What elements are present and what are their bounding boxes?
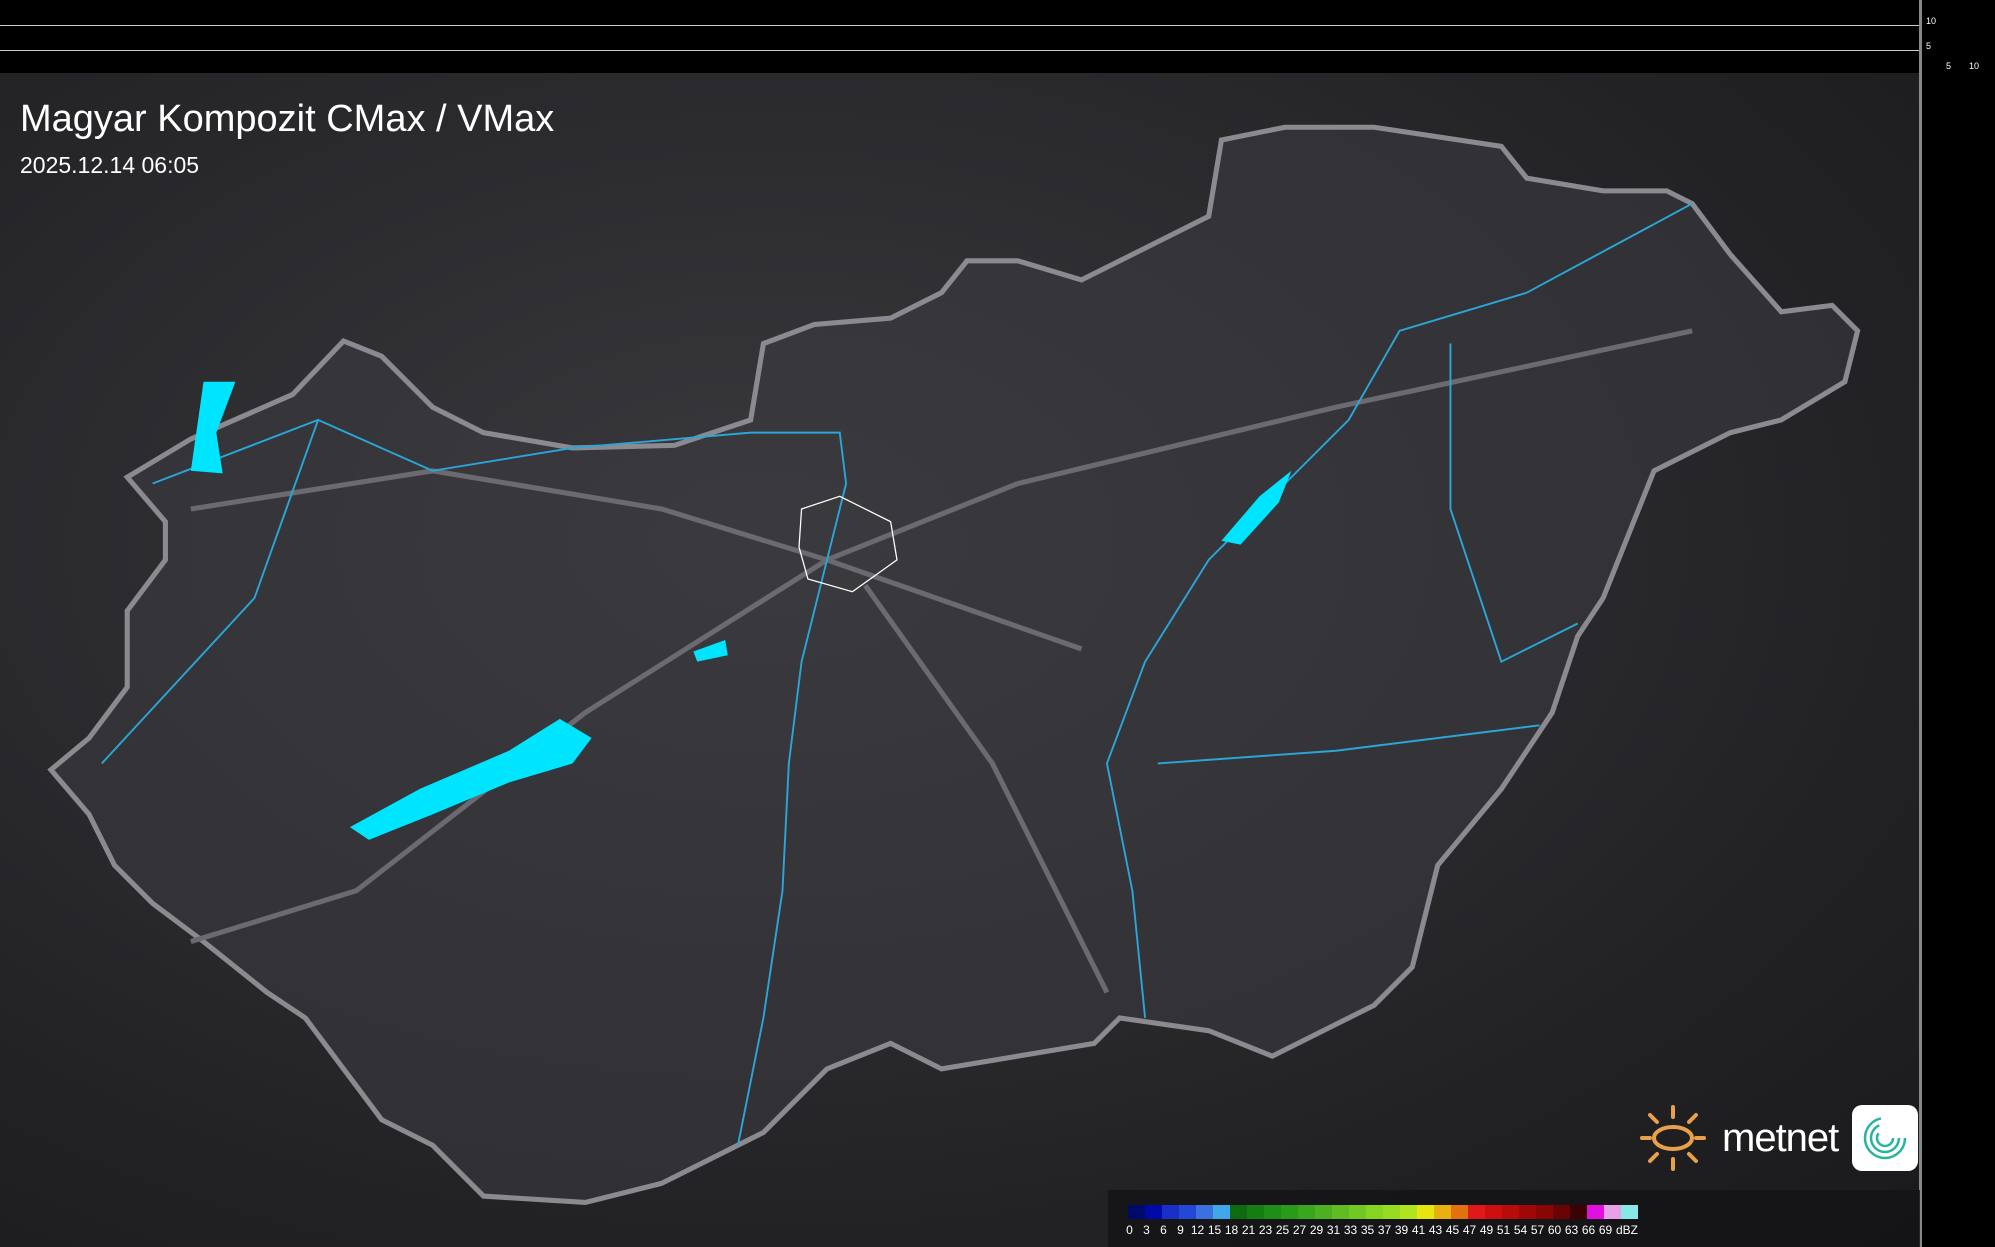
legend-swatch [1213, 1205, 1230, 1219]
legend-label: 0 [1126, 1223, 1133, 1237]
color-bar [1128, 1205, 1638, 1219]
map-timestamp: 2025.12.14 06:05 [20, 152, 200, 178]
legend-label: 43 [1428, 1223, 1443, 1237]
legend-label: 51 [1496, 1223, 1511, 1237]
legend-swatch [1400, 1205, 1417, 1219]
legend-swatch [1349, 1205, 1366, 1219]
legend-swatch [1281, 1205, 1298, 1219]
legend-label: 49 [1479, 1223, 1494, 1237]
legend-label: 41 [1411, 1223, 1426, 1237]
country-border [47, 124, 1861, 1206]
legend-label: 54 [1513, 1223, 1528, 1237]
legend-label: 69 [1598, 1223, 1613, 1237]
legend-swatch [1468, 1205, 1485, 1219]
legend-swatch [1128, 1205, 1145, 1219]
tick-label: 5 [1926, 41, 1932, 51]
tick-label: 10 [1926, 16, 1937, 26]
tisza-river [1105, 202, 1693, 1019]
legend-swatch [1553, 1205, 1570, 1219]
legend-label: 23 [1258, 1223, 1273, 1237]
legend-swatch [1485, 1205, 1502, 1219]
metnet-logo: metnet [1638, 1103, 1919, 1173]
tick-label: 10 [1969, 61, 1980, 71]
legend-label: 31 [1326, 1223, 1341, 1237]
lake-velence [693, 640, 728, 662]
lake-balaton [349, 718, 592, 840]
legend-label: 29 [1309, 1223, 1324, 1237]
legend-swatch [1502, 1205, 1519, 1219]
legend-label: 3 [1143, 1223, 1150, 1237]
sun-logo-icon [1640, 1105, 1706, 1171]
legend-swatch [1366, 1205, 1383, 1219]
legend-label: 63 [1564, 1223, 1579, 1237]
tick-label: 5 [1946, 61, 1952, 71]
dbz-color-legend: 0 3 6 9 12 15 18 21 23 25 27 29 31 33 35 37 39 41 43 45 47 49… [1108, 1190, 1920, 1247]
app-swirl-icon [1852, 1105, 1919, 1171]
map-title: Magyar Kompozit CMax / VMax [20, 98, 555, 140]
legend-swatch [1196, 1205, 1213, 1219]
legend-label: 60 [1547, 1223, 1562, 1237]
legend-label: 27 [1292, 1223, 1307, 1237]
legend-label: 9 [1177, 1223, 1184, 1237]
logo-text: metnet [1722, 1115, 1839, 1160]
scale-line-5 [0, 50, 1919, 51]
legend-label: 6 [1160, 1223, 1167, 1237]
legend-label: 33 [1343, 1223, 1358, 1237]
rivers [101, 202, 1693, 1146]
legend-swatch [1315, 1205, 1332, 1219]
right-scale-panel: 10 5 5 10 [1919, 0, 1995, 1247]
legend-label: 21 [1241, 1223, 1256, 1237]
legend-swatch [1570, 1205, 1587, 1219]
legend-label: 12 [1190, 1223, 1205, 1237]
legend-swatch [1247, 1205, 1264, 1219]
legend-swatch [1145, 1205, 1162, 1219]
legend-swatch [1179, 1205, 1196, 1219]
legend-unit: dBZ [1615, 1223, 1638, 1237]
legend-label: 25 [1275, 1223, 1290, 1237]
lake-ferto [190, 381, 236, 474]
legend-swatch [1298, 1205, 1315, 1219]
budapest-outline [798, 495, 898, 593]
legend-swatch [1587, 1205, 1604, 1219]
lakes [190, 381, 1292, 840]
legend-label: 57 [1530, 1223, 1545, 1237]
legend-label: 66 [1581, 1223, 1596, 1237]
legend-swatch [1332, 1205, 1349, 1219]
legend-swatch [1230, 1205, 1247, 1219]
legend-label: 15 [1207, 1223, 1222, 1237]
top-scale-bar [0, 0, 1995, 73]
legend-swatch [1417, 1205, 1434, 1219]
legend-swatch [1621, 1205, 1638, 1219]
legend-swatch [1604, 1205, 1621, 1219]
scale-line-10 [0, 25, 1919, 26]
legend-swatch [1451, 1205, 1468, 1219]
legend-swatch [1162, 1205, 1179, 1219]
legend-label: 39 [1394, 1223, 1409, 1237]
legend-swatch [1264, 1205, 1281, 1219]
danube-river [152, 418, 848, 1146]
legend-label: 35 [1360, 1223, 1375, 1237]
legend-label: 37 [1377, 1223, 1392, 1237]
legend-label: 47 [1462, 1223, 1477, 1237]
legend-swatch [1434, 1205, 1451, 1219]
lake-tisza [1221, 470, 1292, 545]
roads [190, 328, 1693, 994]
legend-swatch [1383, 1205, 1400, 1219]
legend-swatch [1536, 1205, 1553, 1219]
legend-label: 18 [1224, 1223, 1239, 1237]
legend-label: 45 [1445, 1223, 1460, 1237]
legend-swatch [1519, 1205, 1536, 1219]
legend-labels: 0 3 6 9 12 15 18 21 23 25 27 29 31 33 35 37 39 41 43 45 47 49… [1121, 1223, 1640, 1237]
